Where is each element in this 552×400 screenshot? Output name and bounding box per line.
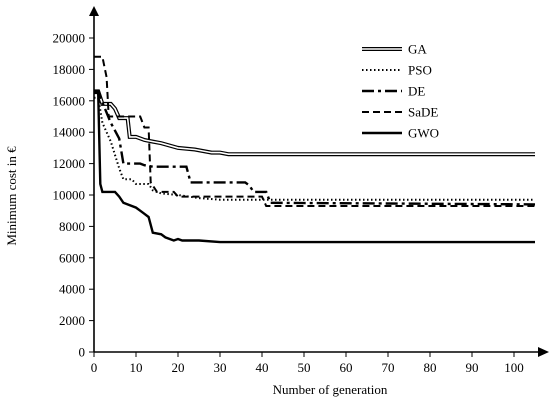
- x-tick-label: 30: [214, 360, 227, 375]
- y-tick-label: 0: [79, 345, 86, 360]
- y-tick-label: 2000: [59, 313, 85, 328]
- y-axis-title: Minimum cost in €: [4, 146, 19, 246]
- series-ga-line: [94, 89, 535, 157]
- y-axis-arrow: [89, 6, 99, 16]
- legend-label-sade: SaDE: [408, 105, 438, 120]
- y-tick-label: 16000: [53, 93, 86, 108]
- x-tick-label: 60: [340, 360, 353, 375]
- y-tick-label: 6000: [59, 250, 85, 265]
- y-tick-label: 18000: [53, 62, 86, 77]
- x-tick-label: 0: [91, 360, 98, 375]
- x-tick-label: 70: [382, 360, 395, 375]
- legend-label-gwo: GWO: [408, 126, 439, 141]
- x-tick-label: 10: [130, 360, 143, 375]
- y-tick-label: 20000: [53, 31, 86, 46]
- y-tick-label: 12000: [53, 156, 86, 171]
- x-axis-arrow: [538, 347, 549, 357]
- series-pso-line: [94, 96, 535, 201]
- series-gwo-line: [94, 91, 535, 244]
- legend: GA PSO DE SaDE GWO: [362, 42, 439, 141]
- x-tick-label: 80: [424, 360, 437, 375]
- x-axis-title: Number of generation: [273, 382, 388, 397]
- y-tick-label: 4000: [59, 282, 85, 297]
- x-tick-label: 100: [504, 360, 524, 375]
- legend-label-pso: PSO: [408, 63, 432, 78]
- x-tick-label: 90: [466, 360, 479, 375]
- y-tick-label: 10000: [53, 188, 86, 203]
- legend-label-ga: GA: [408, 42, 427, 57]
- legend-label-de: DE: [408, 84, 425, 99]
- y-tick-label: 8000: [59, 219, 85, 234]
- y-tick-label: 14000: [53, 125, 86, 140]
- x-tick-label: 20: [172, 360, 185, 375]
- series-ga-line-inner: [94, 90, 535, 155]
- plot-area: 0 2000 4000 6000 8000 10000 12000 14000 16000 180…: [53, 6, 549, 375]
- x-tick-label: 50: [298, 360, 311, 375]
- series-de-line: [94, 90, 536, 206]
- series-sade-line: [94, 55, 535, 207]
- x-tick-label: 40: [256, 360, 269, 375]
